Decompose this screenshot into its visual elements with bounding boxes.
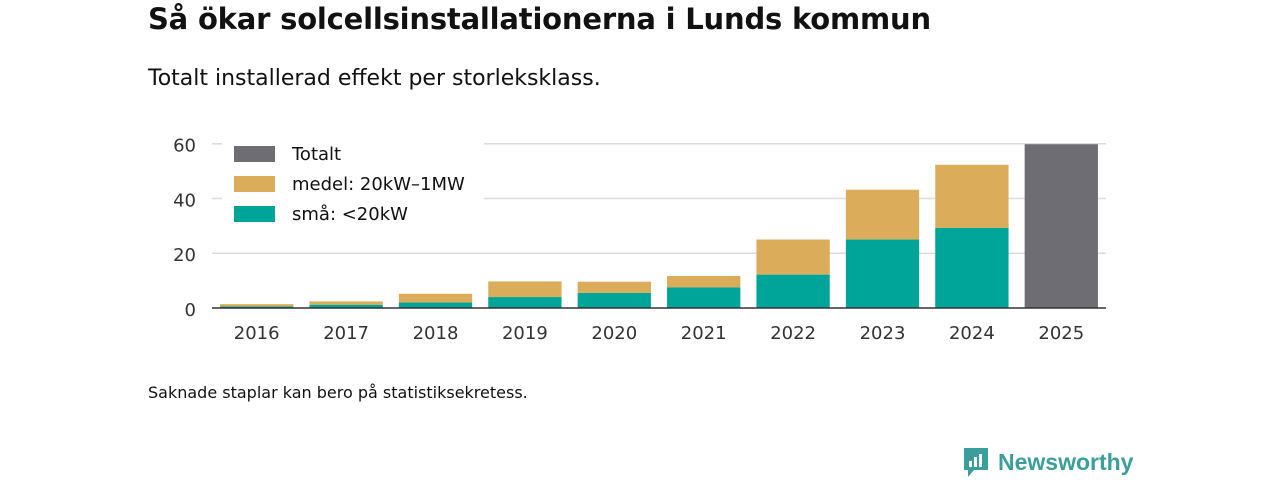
- legend-label: små: <20kW: [292, 204, 408, 225]
- bar-2023: [845, 189, 920, 240]
- x-tick-label: 2023: [860, 323, 906, 344]
- x-tick-label: 2019: [502, 323, 548, 344]
- x-tick-label: 2018: [413, 323, 459, 344]
- x-tick-label: 2022: [770, 323, 816, 344]
- x-tick-label: 2024: [949, 323, 995, 344]
- y-tick-label: 40: [173, 190, 196, 211]
- y-tick-label: 60: [173, 136, 196, 157]
- legend: Totalt medel: 20kW–1MW små: <20kW: [222, 136, 484, 230]
- bar-2024: [935, 164, 1009, 228]
- x-tick-label: 2020: [591, 323, 637, 344]
- bar-2018: [398, 302, 473, 308]
- bar-2017: [309, 301, 383, 305]
- x-tick-label: 2025: [1038, 323, 1084, 344]
- legend-label: medel: 20kW–1MW: [292, 174, 465, 195]
- x-tick-label: 2017: [323, 323, 369, 344]
- bar-2019: [488, 281, 562, 298]
- x-tick-label: 2016: [234, 323, 280, 344]
- bar-2022: [756, 274, 830, 308]
- newsworthy-logo-icon: [964, 448, 988, 477]
- legend-swatch: [234, 206, 275, 222]
- bar-series: [220, 144, 1098, 308]
- bar-2021: [667, 275, 741, 288]
- y-tick-label: 20: [173, 245, 196, 266]
- legend-label: Totalt: [291, 144, 341, 165]
- legend-swatch: [234, 146, 275, 162]
- y-tick-label: 0: [185, 300, 196, 321]
- brand-logo: Newsworthy: [962, 446, 1133, 478]
- bar-2016: [220, 304, 294, 307]
- chart-subtitle: Totalt installerad effekt per storlekskl…: [148, 66, 601, 91]
- bar-2017: [309, 304, 383, 308]
- brand-name: Newsworthy: [998, 448, 1134, 475]
- axes: 0 20 40 60 2016 2017 2018 2019 2020 2021 2022 2023 2…: [173, 136, 1106, 344]
- bar-2018: [398, 293, 473, 303]
- bar-2021: [667, 287, 741, 308]
- footnote: Saknade staplar kan bero på statistiksek…: [148, 383, 528, 402]
- bar-2020: [577, 281, 651, 293]
- legend-swatch: [234, 176, 275, 192]
- bar-2025: [1024, 144, 1098, 308]
- x-tick-label: 2021: [681, 323, 727, 344]
- bar-2016: [220, 306, 294, 308]
- bar-2023: [845, 239, 920, 308]
- bar-2024: [935, 227, 1009, 308]
- chart-title: Så ökar solcellsinstallationerna i Lunds…: [148, 2, 931, 36]
- bar-2019: [488, 297, 562, 308]
- bar-2022: [756, 239, 830, 275]
- bar-2020: [577, 292, 651, 308]
